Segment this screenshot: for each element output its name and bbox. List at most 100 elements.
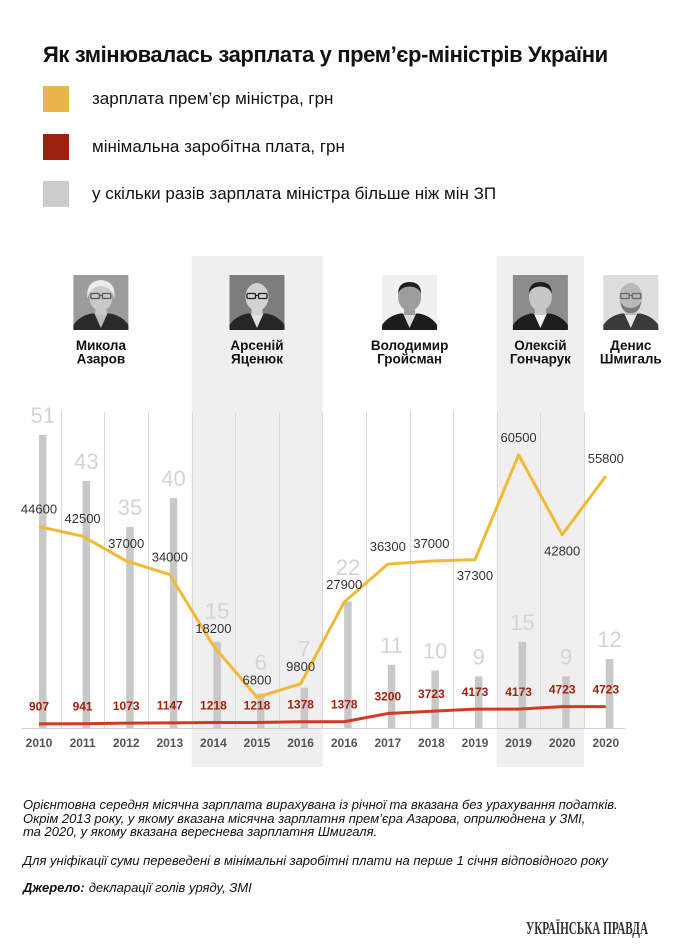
pm-salary-label: 27900 bbox=[326, 577, 362, 592]
gridlines bbox=[61, 412, 585, 728]
legend: зарплата прем’єр міністра, грн мінімальн… bbox=[43, 86, 496, 229]
pm-salary-label: 44600 bbox=[21, 502, 57, 517]
ratio-label: 12 bbox=[597, 627, 621, 652]
year-label: 2012 bbox=[113, 736, 140, 750]
ratio-bar bbox=[387, 664, 396, 728]
footer-note-line: Окрім 2013 року, у якому вказана місячна… bbox=[23, 810, 586, 826]
pm-salary-labels: 44600 42500 37000 34000 18200 6800 9800 27900 36… bbox=[21, 430, 624, 687]
min-wage-label: 1073 bbox=[113, 699, 140, 713]
ratio-label: 6 bbox=[255, 650, 267, 675]
ratio-bar bbox=[300, 687, 309, 728]
ratio-bar bbox=[475, 676, 483, 728]
year-label: 2019 bbox=[505, 736, 532, 750]
legend-swatch-pm-salary bbox=[43, 86, 69, 112]
premier-name: Олексій bbox=[514, 338, 566, 353]
ratio-bar bbox=[257, 693, 265, 728]
ratio-labels: 51 43 35 40 15 6 7 22 11 10 9 15 9 12 bbox=[31, 403, 622, 675]
min-wage-label: 4173 bbox=[462, 685, 489, 699]
premier-name: Арсеній bbox=[230, 338, 283, 353]
min-wage-line bbox=[38, 705, 606, 726]
ratio-label: 40 bbox=[161, 466, 185, 491]
min-wage-label: 1218 bbox=[244, 698, 271, 712]
premier-name: Азаров bbox=[77, 352, 126, 367]
ratio-bars bbox=[39, 434, 614, 728]
ratio-bar bbox=[518, 641, 527, 728]
pm-salary-line bbox=[38, 453, 608, 699]
year-label: 2014 bbox=[200, 736, 227, 750]
ratio-bar bbox=[213, 641, 221, 728]
min-wage-labels: 907 941 1073 1147 1218 1218 1378 1378 3200 3723 41… bbox=[29, 682, 619, 713]
ratio-label: 10 bbox=[423, 639, 447, 664]
legend-label: мінімальна заробітна плата, грн bbox=[92, 136, 345, 156]
legend-swatch-ratio bbox=[43, 181, 69, 207]
pm-salary-label: 37000 bbox=[108, 536, 144, 551]
year-label: 2018 bbox=[418, 736, 445, 750]
ratio-bar bbox=[82, 480, 91, 728]
min-wage-label: 907 bbox=[29, 700, 49, 714]
premier-name: Микола bbox=[76, 338, 127, 353]
pm-salary-label: 34000 bbox=[152, 550, 188, 565]
min-wage-label: 4723 bbox=[592, 682, 619, 696]
legend-label: зарплата прем’єр міністра, грн bbox=[92, 89, 334, 108]
footer-notes: Орієнтовна середня місячна зарплата вира… bbox=[23, 798, 618, 895]
legend-item-pm-salary: зарплата прем’єр міністра, грн bbox=[43, 86, 496, 112]
premier-name: Яценюк bbox=[231, 352, 283, 367]
x-axis-labels: 2010 2011 2012 2013 2014 2015 2016 2016 2017 2018… bbox=[26, 736, 620, 750]
year-label: 2019 bbox=[462, 736, 489, 750]
min-wage-label: 1147 bbox=[157, 699, 183, 713]
premier-name: Гончарук bbox=[510, 352, 571, 367]
premier-name: Володимир bbox=[371, 338, 449, 353]
ratio-label: 51 bbox=[31, 403, 55, 428]
pm-salary-label: 18200 bbox=[195, 621, 231, 636]
ratio-bar bbox=[39, 434, 47, 728]
premier-photo bbox=[229, 275, 285, 330]
ratio-bar bbox=[344, 601, 352, 728]
premier-name: Гройсман bbox=[377, 352, 442, 367]
ratio-label: 15 bbox=[205, 599, 229, 624]
ratio-label: 7 bbox=[298, 637, 310, 662]
ratio-bar bbox=[562, 676, 570, 728]
year-label: 2013 bbox=[156, 736, 183, 750]
min-wage-label: 4173 bbox=[505, 685, 532, 699]
source-text: декларації голів уряду, ЗМІ bbox=[88, 880, 252, 895]
ratio-label: 43 bbox=[74, 449, 98, 474]
min-wage-label: 3723 bbox=[418, 687, 445, 701]
ratio-label: 15 bbox=[510, 610, 534, 635]
ratio-label: 11 bbox=[380, 633, 403, 658]
pm-salary-label: 9800 bbox=[286, 659, 315, 674]
pm-salary-label: 37000 bbox=[413, 536, 449, 551]
min-wage-label: 1378 bbox=[331, 698, 358, 712]
min-wage-label: 4723 bbox=[549, 682, 576, 696]
source-line: Джерело: декларації голів уряду, ЗМІ bbox=[23, 881, 618, 895]
ratio-bar bbox=[169, 498, 178, 728]
unification-note: Для уніфікації суми переведені в мінімал… bbox=[23, 853, 608, 868]
pm-salary-label: 42500 bbox=[65, 511, 101, 526]
ratio-label: 9 bbox=[473, 644, 485, 669]
source-label: Джерело: bbox=[23, 880, 85, 895]
legend-item-ratio: у скільки разів зарплата міністра більше… bbox=[43, 181, 496, 207]
ratio-bar bbox=[126, 526, 134, 728]
brand-logo: УКРАЇНСЬКА ПРАВДА bbox=[526, 918, 649, 938]
year-label: 2017 bbox=[374, 736, 401, 750]
pm-salary-label: 55800 bbox=[588, 451, 624, 466]
min-wage-label: 1378 bbox=[287, 698, 314, 712]
ratio-label: 35 bbox=[118, 495, 142, 520]
ratio-bar bbox=[605, 659, 614, 728]
min-wage-label: 1218 bbox=[200, 698, 227, 712]
pm-salary-label: 42800 bbox=[544, 543, 580, 558]
premier-photo bbox=[512, 275, 568, 330]
legend-label: у скільки разів зарплата міністра більше… bbox=[92, 184, 497, 203]
year-label: 2020 bbox=[592, 736, 619, 750]
premier-photo bbox=[382, 275, 438, 330]
pm-salary-label: 37300 bbox=[457, 568, 493, 583]
year-label: 2016 bbox=[287, 736, 314, 750]
pm-salary-label: 36300 bbox=[370, 539, 406, 554]
premier-photo bbox=[73, 275, 129, 330]
